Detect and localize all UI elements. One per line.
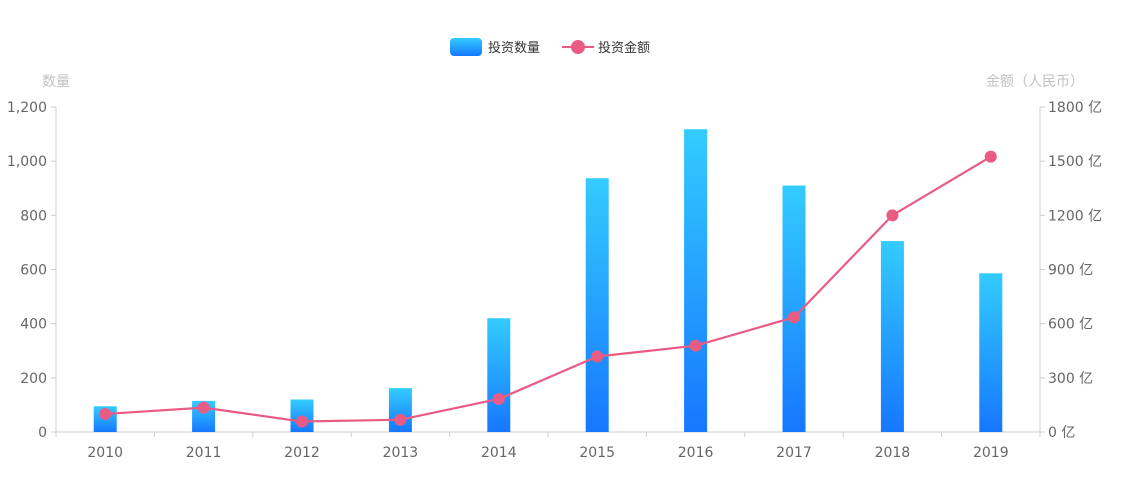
legend-swatch-dot xyxy=(571,40,585,54)
series-line xyxy=(105,155,992,423)
bar[interactable] xyxy=(487,318,511,432)
bar[interactable] xyxy=(585,178,609,432)
y-left-tick-label: 1,200 xyxy=(7,100,47,116)
y-left-ticks: 0 200 400 600 800 1,000 1,200 xyxy=(7,100,56,441)
x-ticks: 2010 2011 2012 2013 2014 2015 2016 2017 2018 2019 xyxy=(55,432,1041,461)
legend-swatch-bar xyxy=(450,38,482,56)
line-point[interactable] xyxy=(394,413,407,426)
line-point[interactable] xyxy=(984,150,997,163)
y-right-tick-label: 1800 亿 xyxy=(1048,100,1102,116)
y-left-tick-label: 200 xyxy=(20,371,47,387)
x-tick-label: 2013 xyxy=(383,445,419,461)
x-tick-label: 2015 xyxy=(579,445,615,461)
x-tick-label: 2017 xyxy=(776,445,812,461)
line-point[interactable] xyxy=(197,401,210,414)
legend-label-line: 投资金额 xyxy=(598,40,650,56)
x-tick-label: 2014 xyxy=(481,445,517,461)
line-point[interactable] xyxy=(689,339,702,352)
legend-item-bar-series[interactable]: 投资数量 xyxy=(450,38,540,56)
line-point[interactable] xyxy=(591,350,604,363)
y-right-ticks: 0 亿 300 亿 600 亿 900 亿 1200 亿 1500 亿 1800 亿 xyxy=(1040,100,1102,441)
y-left-tick-label: 800 xyxy=(20,208,47,224)
y-left-tick-label: 600 xyxy=(20,263,47,279)
y-right-axis-label: 金额（人民币） xyxy=(986,74,1084,90)
x-tick-label: 2012 xyxy=(284,445,320,461)
legend[interactable]: 投资数量 投资金额 xyxy=(450,38,650,56)
legend-label-bar: 投资数量 xyxy=(488,40,540,56)
x-tick-label: 2010 xyxy=(87,445,123,461)
x-tick-label: 2016 xyxy=(678,445,714,461)
y-left-axis-label: 数量 xyxy=(42,74,70,90)
y-left-tick-label: 400 xyxy=(20,317,47,333)
line-point[interactable] xyxy=(492,392,505,405)
line-point[interactable] xyxy=(296,415,308,428)
line-series xyxy=(99,150,997,428)
x-tick-label: 2011 xyxy=(186,445,222,461)
legend-item-line-series[interactable]: 投资金额 xyxy=(562,40,650,56)
bar[interactable] xyxy=(880,241,904,432)
y-right-tick-label: 0 亿 xyxy=(1048,425,1075,441)
y-right-tick-label: 1200 亿 xyxy=(1048,208,1102,224)
line-point[interactable] xyxy=(788,311,800,324)
y-right-tick-label: 900 亿 xyxy=(1048,263,1093,279)
y-right-tick-label: 600 亿 xyxy=(1048,317,1093,333)
bar[interactable] xyxy=(684,129,708,433)
y-left-tick-label: 0 xyxy=(38,425,47,441)
bar-series xyxy=(93,129,1003,433)
line-point[interactable] xyxy=(99,407,112,420)
x-tick-label: 2018 xyxy=(875,445,911,461)
y-right-tick-label: 300 亿 xyxy=(1048,371,1093,387)
line-point[interactable] xyxy=(886,209,899,222)
bar[interactable] xyxy=(979,273,1003,432)
y-left-tick-label: 1,000 xyxy=(7,154,47,170)
bar[interactable] xyxy=(782,185,806,432)
x-tick-label: 2019 xyxy=(973,445,1009,461)
y-right-tick-label: 1500 亿 xyxy=(1048,154,1102,170)
